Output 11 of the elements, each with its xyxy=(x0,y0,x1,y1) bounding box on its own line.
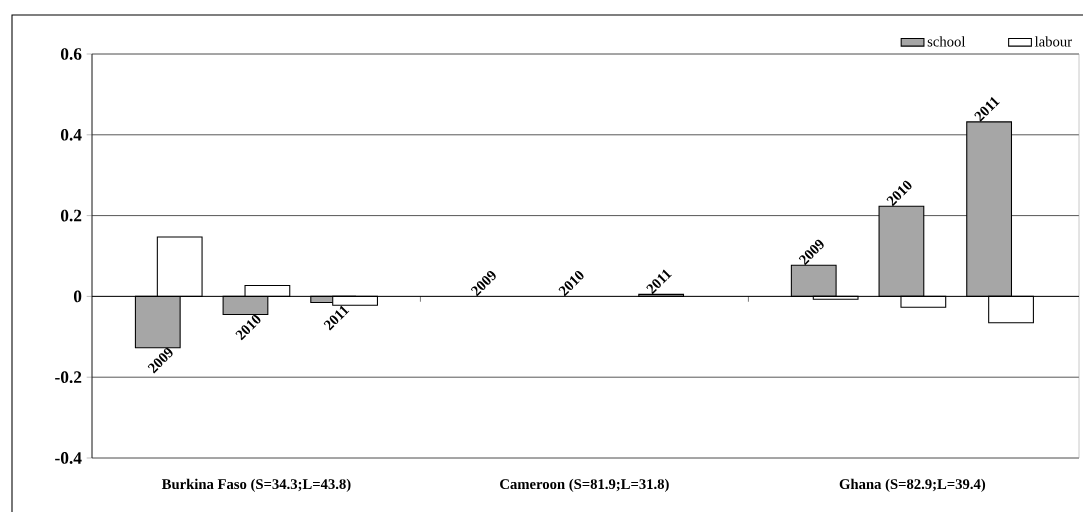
legend-label: labour xyxy=(1034,36,1072,47)
y-tick-label: -0.4 xyxy=(55,452,82,464)
y-tick-label: 0.2 xyxy=(60,209,82,222)
y-tick-label: 0 xyxy=(73,290,82,303)
y-tick-label: 0.4 xyxy=(60,128,82,141)
y-tick-label: 0.6 xyxy=(60,48,82,60)
text: Cameroon (S=81.9;L=31.8) xyxy=(500,478,669,492)
text: Ghana (S=82.9;L=39.4) xyxy=(839,478,986,492)
legend-label: school xyxy=(927,36,966,47)
y-tick-label: -0.2 xyxy=(55,371,82,384)
text: Burkina Faso (S=34.3;L=43.8) xyxy=(161,478,351,492)
